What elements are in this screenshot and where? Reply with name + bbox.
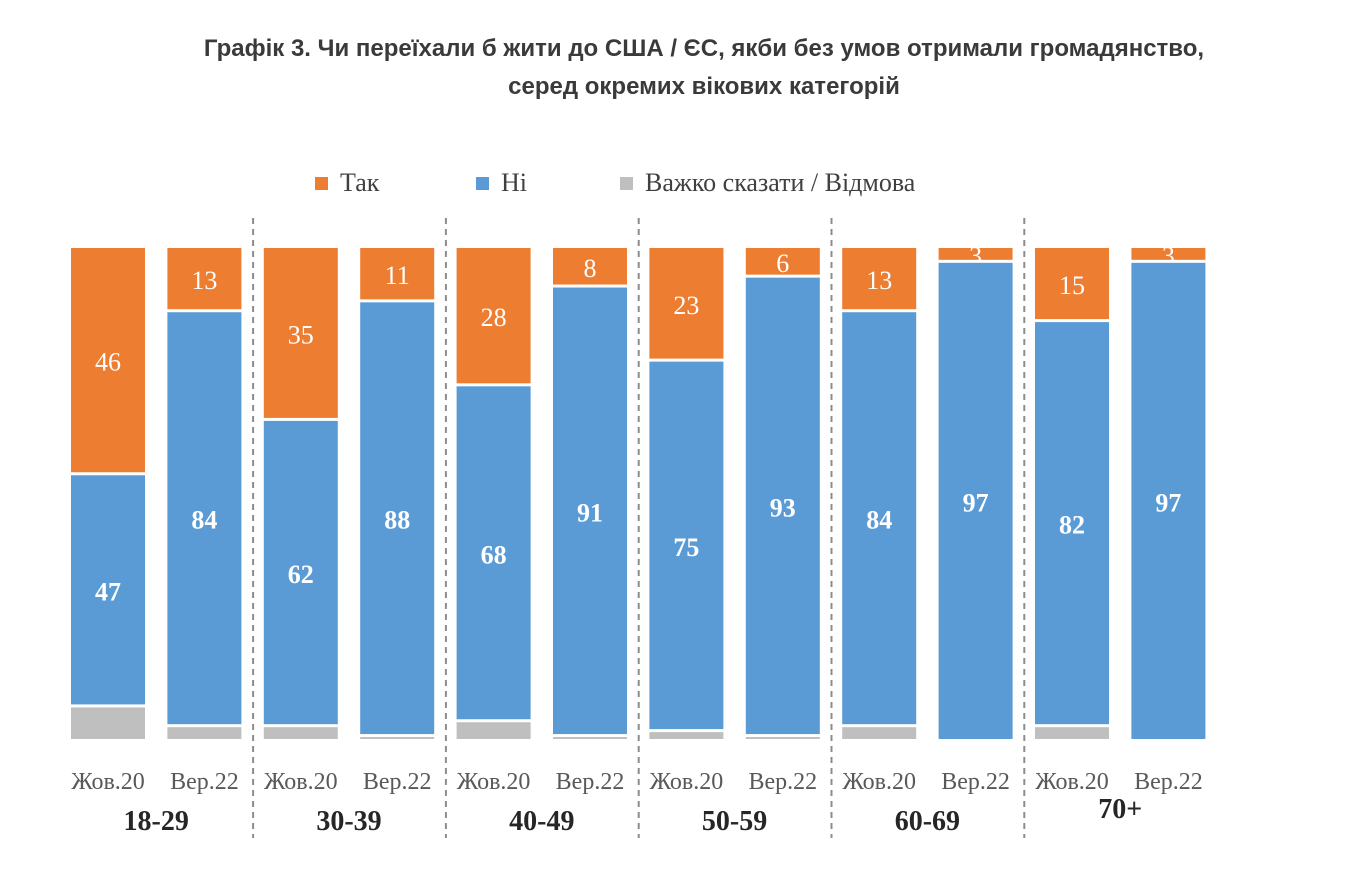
bar-segment	[842, 727, 917, 739]
category-label: Вер.22	[748, 769, 817, 795]
category-label: Жов.20	[264, 769, 338, 795]
category-label: Жов.20	[650, 769, 724, 795]
bar-segment	[263, 248, 338, 418]
category-label: Вер.22	[556, 769, 625, 795]
bar-segment	[745, 248, 820, 275]
bar-segment	[842, 248, 917, 310]
bar-segment	[745, 737, 820, 739]
category-label: Вер.22	[363, 769, 432, 795]
group-label: 30-39	[316, 806, 381, 837]
bar-segment	[649, 732, 724, 739]
legend-swatch-no	[476, 176, 489, 190]
bar-segment	[360, 737, 435, 739]
bar-segment	[360, 248, 435, 300]
bar-segment	[456, 386, 531, 720]
legend-swatch-hard-to-say	[620, 176, 633, 190]
category-label: Вер.22	[170, 769, 239, 795]
legend-label-hard-to-say: Важко сказати / Відмова	[645, 168, 916, 197]
category-label: Жов.20	[1035, 769, 1109, 795]
data-label: 68	[481, 540, 507, 569]
bar-segment	[360, 302, 435, 735]
group-label: 60-69	[895, 806, 960, 837]
data-label: 91	[577, 498, 603, 527]
data-label: 93	[770, 493, 796, 522]
bar-segment	[1035, 322, 1109, 725]
bar-segment	[71, 475, 145, 705]
data-label: 13	[866, 266, 892, 295]
data-label: 6	[776, 249, 789, 278]
legend-label-yes: Так	[340, 168, 380, 197]
chart-title-line-1: Графік 3. Чи переїхали б жити до США / Є…	[203, 35, 1205, 62]
data-label: 15	[1059, 271, 1085, 300]
bar-segment	[456, 248, 531, 384]
data-label: 62	[288, 560, 314, 589]
data-label: 75	[673, 533, 699, 562]
category-label: Жов.20	[457, 769, 531, 795]
category-label: Вер.22	[1134, 769, 1203, 795]
bar-segment	[842, 312, 917, 725]
chart-title: Графік 3. Чи переїхали б жити до США / Є…	[60, 30, 1348, 106]
group-label: 18-29	[124, 806, 189, 837]
data-label: 84	[866, 506, 892, 535]
bar-segment	[167, 312, 242, 725]
data-label: 8	[584, 254, 597, 283]
bar-segment	[553, 248, 627, 285]
legend-swatch-yes	[315, 176, 328, 190]
bar-segment	[1035, 248, 1109, 320]
group-label: 70+	[1098, 794, 1142, 825]
bar-segment	[71, 707, 145, 739]
chart-title-line-2: серед окремих вікових категорій	[508, 73, 900, 100]
data-label: 97	[1155, 488, 1181, 517]
bar-segment	[553, 287, 627, 735]
bar-segment	[938, 262, 1013, 739]
legend-item-hard-to-say: Важко сказати / Відмова	[620, 168, 915, 198]
data-label: 84	[191, 506, 217, 535]
bar-segment	[167, 248, 242, 310]
data-label: 97	[963, 488, 989, 517]
bar-segment	[1131, 262, 1206, 739]
category-label: Вер.22	[941, 769, 1010, 795]
bar-segment	[745, 277, 820, 735]
bar-segment	[263, 420, 338, 725]
data-label: 88	[384, 506, 410, 535]
data-label: 35	[288, 320, 314, 349]
data-label: 23	[673, 291, 699, 320]
legend-item-no: Ні	[476, 168, 527, 198]
bar-segment	[71, 248, 145, 473]
bar-segment	[1131, 248, 1206, 260]
bar-segment	[167, 727, 242, 739]
data-label: 28	[481, 303, 507, 332]
category-label: Жов.20	[842, 769, 916, 795]
group-label: 50-59	[702, 806, 767, 837]
bar-segment	[649, 361, 724, 730]
category-label: Жов.20	[71, 769, 145, 795]
bar-segment	[649, 248, 724, 359]
bar-segment	[938, 248, 1013, 260]
group-label: 40-49	[509, 806, 574, 837]
bar-segment	[1035, 727, 1109, 739]
data-label: 46	[95, 348, 121, 377]
data-label: 47	[95, 577, 121, 606]
data-label: 13	[191, 266, 217, 295]
bar-segment	[553, 737, 627, 739]
legend-label-no: Ні	[501, 168, 527, 197]
legend-item-yes: Так	[315, 168, 379, 198]
data-label: 11	[385, 261, 410, 290]
data-label: 82	[1059, 511, 1085, 540]
bar-segment	[263, 727, 338, 739]
bar-segment	[456, 722, 531, 739]
